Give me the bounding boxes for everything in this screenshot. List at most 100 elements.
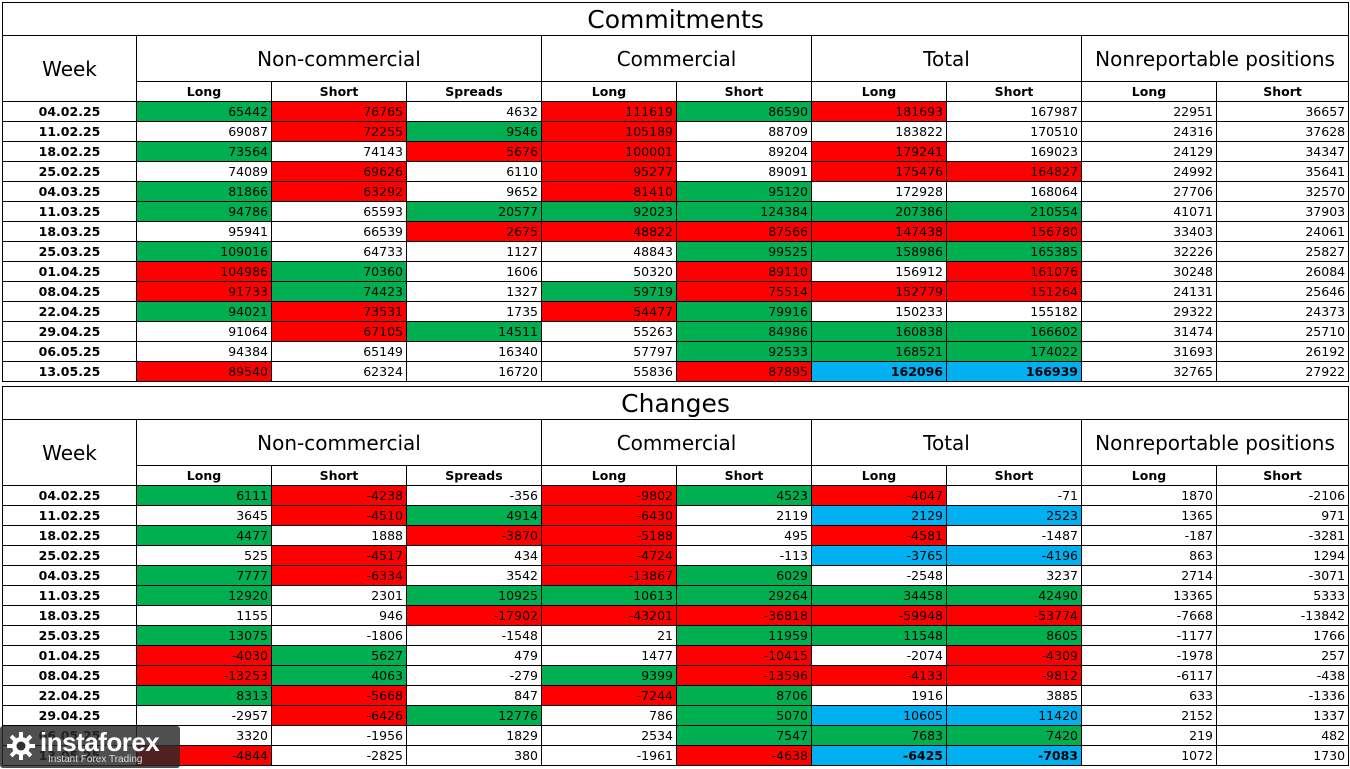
week-cell: 04.02.25 xyxy=(2,485,137,506)
column-header: Spreads xyxy=(406,81,542,102)
value-cell: 12776 xyxy=(406,705,542,726)
value-cell: -113 xyxy=(676,545,812,566)
value-cell: 1155 xyxy=(136,605,272,626)
value-cell: 166602 xyxy=(946,321,1082,342)
value-cell: 74423 xyxy=(271,281,407,302)
table-row: 25.03.25 109016 64733 1127 48843 99525 158986 1… xyxy=(2,241,1350,262)
value-cell: 151264 xyxy=(946,281,1082,302)
commercial-header: Commercial xyxy=(541,35,812,82)
week-header: Week xyxy=(2,35,137,102)
value-cell: -3870 xyxy=(406,525,542,546)
value-cell: 109016 xyxy=(136,241,272,262)
value-cell: 35641 xyxy=(1215,161,1350,182)
value-cell: 1916 xyxy=(811,685,947,706)
week-cell: 18.02.25 xyxy=(2,141,137,162)
value-cell: 37903 xyxy=(1215,201,1350,222)
value-cell: 22951 xyxy=(1081,101,1217,122)
value-cell: -5188 xyxy=(541,525,677,546)
value-cell: 86590 xyxy=(676,101,812,122)
value-cell: 91733 xyxy=(136,281,272,302)
value-cell: -13253 xyxy=(136,665,272,686)
value-cell: 34347 xyxy=(1215,141,1350,162)
table-row: 11.02.25 69087 72255 9546 105189 88709 183822 1… xyxy=(2,121,1350,142)
commitments-table: Commitments Week Non-commercial Commercial T… xyxy=(1,2,1350,382)
value-cell: 62324 xyxy=(271,361,407,382)
value-cell: 1365 xyxy=(1081,505,1217,526)
value-cell: 92023 xyxy=(541,201,677,222)
column-header: Spreads xyxy=(406,465,542,486)
value-cell: 95277 xyxy=(541,161,677,182)
non-commercial-header: Non-commercial xyxy=(136,35,542,82)
value-cell: 10605 xyxy=(811,705,947,726)
value-cell: 55263 xyxy=(541,321,677,342)
value-cell: 161076 xyxy=(946,261,1082,282)
value-cell: -3765 xyxy=(811,545,947,566)
week-cell: 04.03.25 xyxy=(2,181,137,202)
value-cell: 207386 xyxy=(811,201,947,222)
value-cell: 55836 xyxy=(541,361,677,382)
value-cell: 164827 xyxy=(946,161,1082,182)
value-cell: 65593 xyxy=(271,201,407,222)
value-cell: -187 xyxy=(1081,525,1217,546)
table-row: 25.03.25 13075 -1806 -1548 21 11959 11548 8605-… xyxy=(2,625,1350,646)
value-cell: 41071 xyxy=(1081,201,1217,222)
value-cell: 95941 xyxy=(136,221,272,242)
column-header: Short xyxy=(946,81,1082,102)
week-cell: 29.04.25 xyxy=(2,321,137,342)
value-cell: -9802 xyxy=(541,485,677,506)
value-cell: 10925 xyxy=(406,585,542,606)
value-cell: 81410 xyxy=(541,181,677,202)
table-row: 13.05.25 89540 62324 16720 55836 87895 162096 1… xyxy=(2,361,1350,382)
value-cell: 37628 xyxy=(1215,121,1350,142)
value-cell: 14511 xyxy=(406,321,542,342)
value-cell: -2106 xyxy=(1215,485,1350,506)
value-cell: 786 xyxy=(541,705,677,726)
table-row: 01.04.25 -4030 5627 479 1477 -10415 -2074 -4309… xyxy=(2,645,1350,666)
value-cell: 158986 xyxy=(811,241,947,262)
value-cell: -4196 xyxy=(946,545,1082,566)
value-cell: 36657 xyxy=(1215,101,1350,122)
table-row: 04.03.25 7777 -6334 3542 -13867 6029 -2548 3237… xyxy=(2,565,1350,586)
value-cell: 64733 xyxy=(271,241,407,262)
table-row: 06.05.25 94384 65149 16340 57797 92533 168521 1… xyxy=(2,341,1350,362)
value-cell: 42490 xyxy=(946,585,1082,606)
value-cell: 32226 xyxy=(1081,241,1217,262)
value-cell: -6334 xyxy=(271,565,407,586)
table-row: 29.04.25 91064 67105 14511 55263 84986 160838 1… xyxy=(2,321,1350,342)
value-cell: -1336 xyxy=(1215,685,1350,706)
value-cell: 1477 xyxy=(541,645,677,666)
week-cell: 06.05.25 xyxy=(2,341,137,362)
value-cell: 75514 xyxy=(676,281,812,302)
table-row: 04.02.25 6111 -4238 -356 -9802 4523 -4047 -71 18… xyxy=(2,485,1350,506)
value-cell: -1177 xyxy=(1081,625,1217,646)
column-header: Short xyxy=(1215,81,1350,102)
week-cell: 25.03.25 xyxy=(2,625,137,646)
value-cell: -7244 xyxy=(541,685,677,706)
value-cell: 27922 xyxy=(1215,361,1350,382)
group-header-row: Week Non-commercial Commercial Total Nonrepo… xyxy=(2,35,1350,102)
table-row: 06.05.253320-195618292534754776837420219… xyxy=(2,725,1350,746)
value-cell: 25827 xyxy=(1215,241,1350,262)
value-cell: -3071 xyxy=(1215,565,1350,586)
value-cell: 16720 xyxy=(406,361,542,382)
value-cell: 65149 xyxy=(271,341,407,362)
value-cell: -2074 xyxy=(811,645,947,666)
column-header: Long xyxy=(136,465,272,486)
value-cell: 31693 xyxy=(1081,341,1217,362)
value-cell: -13867 xyxy=(541,565,677,586)
value-cell: 94021 xyxy=(136,301,272,322)
week-cell: 11.02.25 xyxy=(2,121,137,142)
value-cell: 34458 xyxy=(811,585,947,606)
value-cell: -279 xyxy=(406,665,542,686)
value-cell: 2675 xyxy=(406,221,542,242)
value-cell: -7083 xyxy=(946,745,1082,766)
value-cell: 72255 xyxy=(271,121,407,142)
value-cell: 89540 xyxy=(136,361,272,382)
value-cell: -13596 xyxy=(676,665,812,686)
value-cell: 29264 xyxy=(676,585,812,606)
value-cell: 66539 xyxy=(271,221,407,242)
instaforex-watermark: instaforex Instant Forex Trading xyxy=(0,726,180,768)
week-cell: 11.02.25 xyxy=(2,505,137,526)
value-cell: 3237 xyxy=(946,565,1082,586)
week-cell: 08.04.25 xyxy=(2,281,137,302)
